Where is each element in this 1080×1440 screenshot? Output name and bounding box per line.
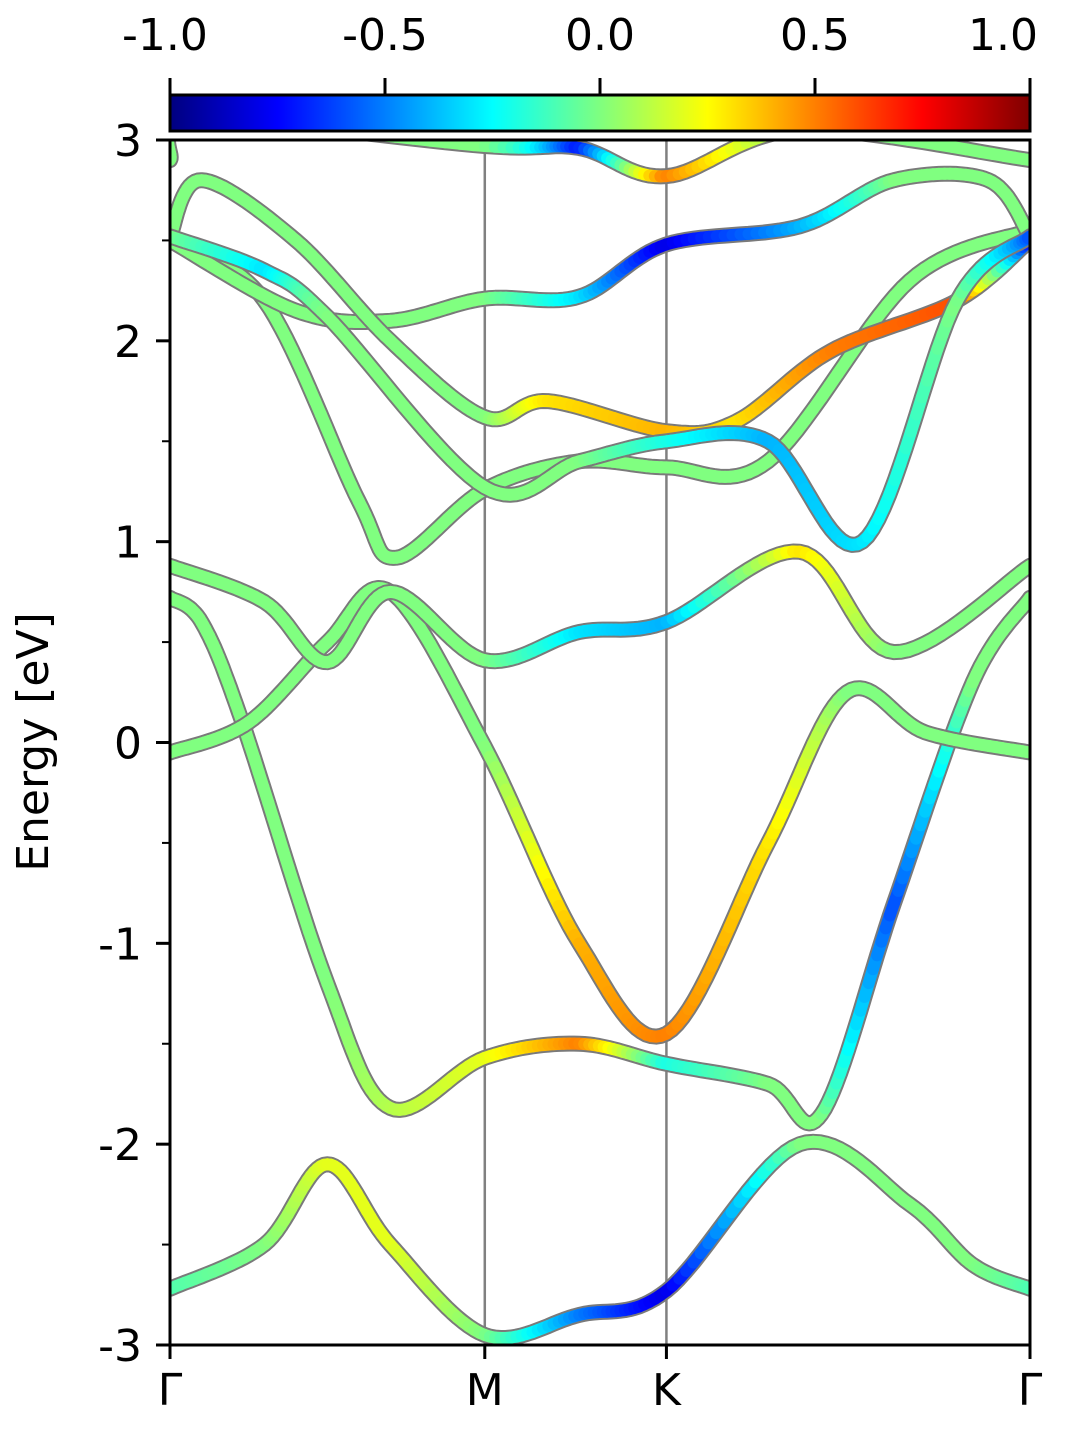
band-segment [757,140,773,143]
x-tick-label: K [652,1365,682,1416]
band-segment [390,140,419,145]
plot-area: -3 -2 -1 0 1 2 3 Γ M K Γ [98,116,1043,1416]
colorbar-tick-label: 0.5 [780,10,850,61]
y-tick-label: 2 [114,317,142,368]
band-segment [371,140,380,141]
band-6 [170,165,1030,330]
band-9 [170,140,1030,185]
colorbar-tick-label: -0.5 [342,10,428,61]
colorbar: -1.0 -0.5 0.0 0.5 1.0 [122,10,1038,133]
colorbar-ticks: -1.0 -0.5 0.0 0.5 1.0 [122,10,1038,95]
y-tick-label: 3 [114,116,142,167]
y-tick-label: -1 [98,919,142,970]
colorbar-tick-label: -1.0 [122,10,208,61]
colorbar-gradient [168,93,1032,133]
colorbar-tick-label: 1.0 [968,10,1038,61]
band-segment [873,140,899,144]
y-tick-label: -3 [98,1321,142,1372]
band-segment [170,140,173,142]
band-segment [374,140,400,143]
y-axis: -3 -2 -1 0 1 2 3 [98,116,170,1372]
band-segment [865,140,882,142]
band-segment [170,140,174,145]
x-tick-label: M [466,1365,504,1416]
band-8 [170,228,1030,553]
band-4 [170,543,1030,671]
y-tick-label: -2 [98,1120,142,1171]
x-tick-label: Γ [1018,1365,1043,1416]
bands [170,140,1030,1345]
high-symmetry-lines [483,140,668,1345]
band-1 [170,1133,1030,1345]
y-tick-label: 0 [114,719,142,770]
band-5 [170,222,1030,566]
y-axis-title: Energy [eV] [8,612,59,872]
colorbar-tick-label: 0.0 [565,10,635,61]
x-tick-label: Γ [158,1365,183,1416]
y-tick-label: 1 [114,518,142,569]
